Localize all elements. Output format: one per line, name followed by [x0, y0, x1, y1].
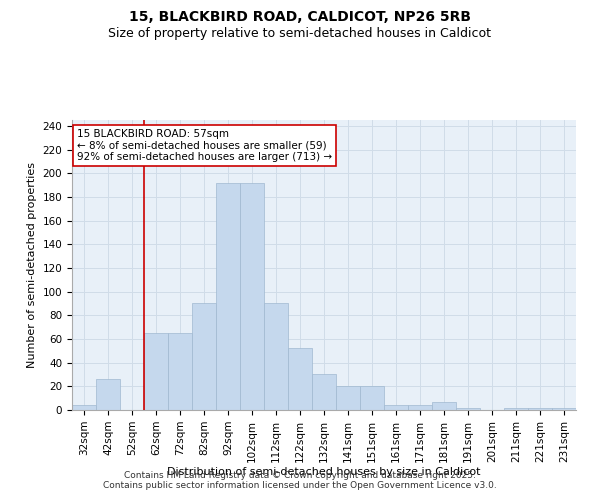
Bar	[432, 402, 456, 410]
Bar	[312, 374, 336, 410]
Bar	[408, 406, 432, 410]
Text: Size of property relative to semi-detached houses in Caldicot: Size of property relative to semi-detach…	[109, 28, 491, 40]
Text: 15 BLACKBIRD ROAD: 57sqm
← 8% of semi-detached houses are smaller (59)
92% of se: 15 BLACKBIRD ROAD: 57sqm ← 8% of semi-de…	[77, 128, 332, 162]
Bar	[384, 406, 408, 410]
Bar	[288, 348, 312, 410]
X-axis label: Distribution of semi-detached houses by size in Caldicot: Distribution of semi-detached houses by …	[167, 468, 481, 477]
Bar	[216, 182, 240, 410]
Bar	[360, 386, 384, 410]
Bar	[192, 304, 216, 410]
Bar	[96, 379, 120, 410]
Bar	[456, 408, 480, 410]
Bar	[144, 333, 168, 410]
Bar	[504, 408, 528, 410]
Bar	[168, 333, 192, 410]
Bar	[264, 304, 288, 410]
Y-axis label: Number of semi-detached properties: Number of semi-detached properties	[27, 162, 37, 368]
Bar	[552, 408, 576, 410]
Bar	[72, 406, 96, 410]
Bar	[240, 182, 264, 410]
Bar	[528, 408, 552, 410]
Bar	[336, 386, 360, 410]
Text: Contains HM Land Registry data © Crown copyright and database right 2025.
Contai: Contains HM Land Registry data © Crown c…	[103, 470, 497, 490]
Text: 15, BLACKBIRD ROAD, CALDICOT, NP26 5RB: 15, BLACKBIRD ROAD, CALDICOT, NP26 5RB	[129, 10, 471, 24]
